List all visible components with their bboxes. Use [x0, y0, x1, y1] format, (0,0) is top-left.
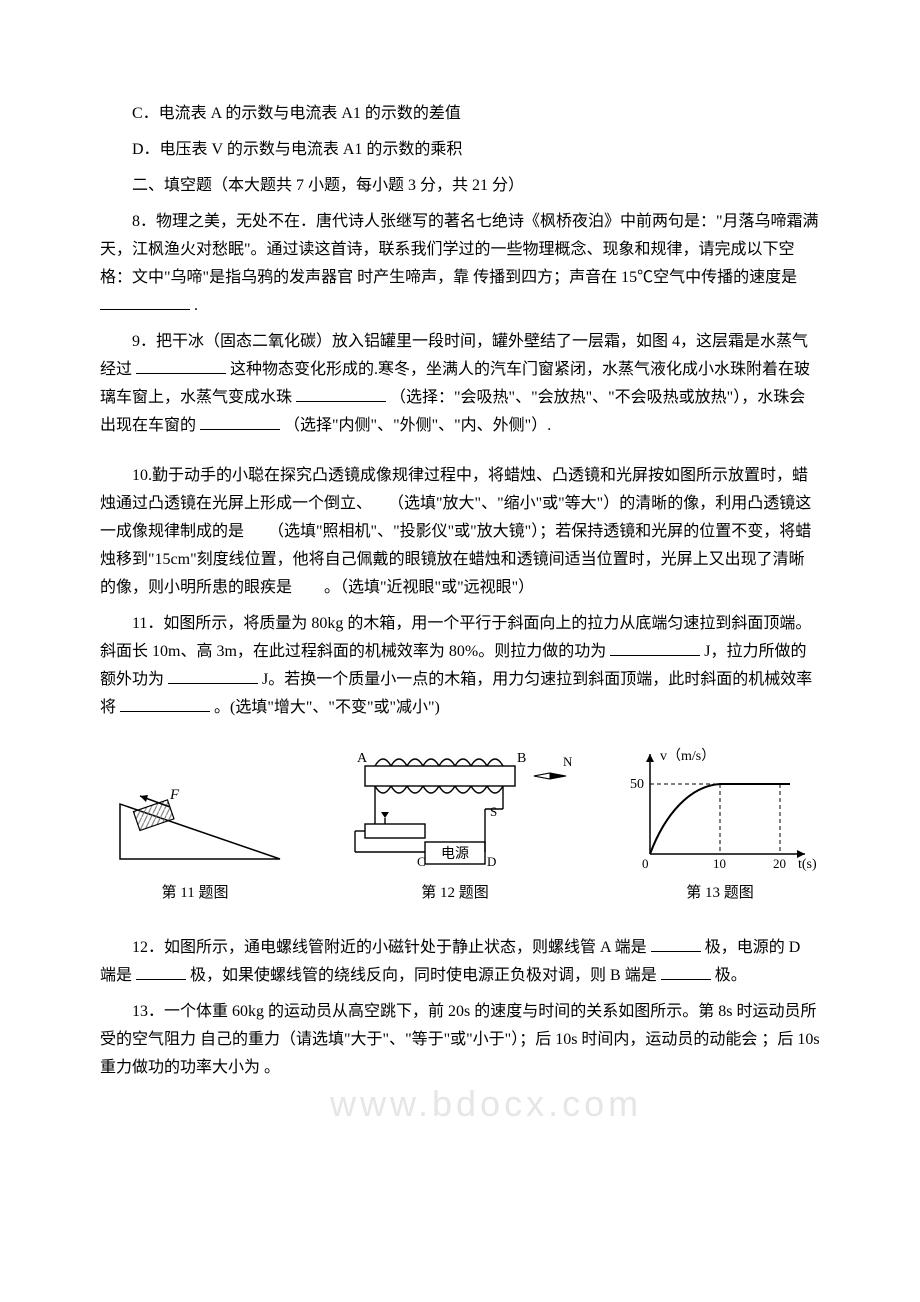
- n-label: N: [563, 754, 573, 769]
- x10-label: 10: [713, 856, 726, 871]
- option-d: D．电压表 V 的示数与电流表 A1 的示数的乘积: [100, 136, 820, 164]
- figcap-11: 第 11 题图: [100, 880, 290, 906]
- figcap-12: 第 12 题图: [325, 880, 585, 906]
- q11-d: 。(选填"增大"、"不变"或"减小"): [214, 699, 440, 716]
- question-8: 8．物理之美，无处不在．唐代诗人张继写的著名七绝诗《枫桥夜泊》中前两句是："月落…: [100, 208, 820, 320]
- blank: [136, 964, 186, 980]
- y50-label: 50: [630, 777, 644, 792]
- blank: [200, 414, 280, 430]
- figure-12: A B N S: [325, 744, 585, 906]
- q8-suffix: .: [194, 297, 198, 314]
- solenoid-svg: A B N S: [325, 744, 585, 874]
- question-9: 9．把干冰（固态二氧化碳）放入铝罐里一段时间，罐外壁结了一层霜，如图 4，这层霜…: [100, 328, 820, 440]
- figure-11: F 第 11 题图: [100, 764, 290, 906]
- incline-svg: F: [100, 764, 290, 874]
- v-axis-label: v（m/s）: [660, 748, 715, 764]
- f-label: F: [169, 787, 180, 803]
- figure-row: F 第 11 题图 A B: [100, 744, 820, 906]
- question-11: 11．如图所示，将质量为 80kg 的木箱，用一个平行于斜面向上的拉力从底端匀速…: [100, 610, 820, 722]
- vt-graph-svg: v（m/s） t(s) 50 0 10 20: [620, 744, 820, 874]
- q12-c: 极，如果使螺线管的绕线反向，同时使电源正负极对调，则 B 端是: [190, 967, 657, 984]
- psu-label: 电源: [441, 846, 469, 862]
- zero-label: 0: [642, 856, 649, 871]
- blank: [120, 696, 210, 712]
- blank: [168, 668, 258, 684]
- option-c: C．电流表 A 的示数与电流表 A1 的示数的差值: [100, 100, 820, 128]
- t-axis-label: t(s): [798, 857, 817, 872]
- figcap-13: 第 13 题图: [620, 880, 820, 906]
- section-2-heading: 二、填空题（本大题共 7 小题，每小题 3 分，共 21 分）: [100, 172, 820, 200]
- d-label: D: [487, 854, 496, 869]
- question-10: 10.勤于动手的小聪在探究凸透镜成像规律过程中，将蜡烛、凸透镜和光屏按如图所示放…: [100, 462, 820, 602]
- x20-label: 20: [773, 856, 786, 871]
- blank: [136, 358, 226, 374]
- a-label: A: [357, 751, 368, 766]
- figure-13: v（m/s） t(s) 50 0 10 20 第 13 题图: [620, 744, 820, 906]
- q8-text: 8．物理之美，无处不在．唐代诗人张继写的著名七绝诗《枫桥夜泊》中前两句是："月落…: [100, 213, 819, 286]
- question-13: 13．一个体重 60kg 的运动员从高空跳下，前 20s 的速度与时间的关系如图…: [100, 998, 820, 1082]
- b-label: B: [517, 751, 526, 766]
- blank: [100, 294, 190, 310]
- blank: [296, 386, 386, 402]
- blank: [661, 964, 711, 980]
- blank: [651, 936, 701, 952]
- s-label: S: [490, 804, 497, 819]
- blank: [610, 640, 700, 656]
- q12-d: 极。: [715, 967, 747, 984]
- q12-a: 12．如图所示，通电螺线管附近的小磁针处于静止状态，则螺线管 A 端是: [132, 939, 647, 956]
- c-label: C: [417, 854, 426, 869]
- question-12: 12．如图所示，通电螺线管附近的小磁针处于静止状态，则螺线管 A 端是 极，电源…: [100, 934, 820, 990]
- q9-d: （选择"内侧"、"外侧"、"内、外侧"）.: [284, 417, 551, 434]
